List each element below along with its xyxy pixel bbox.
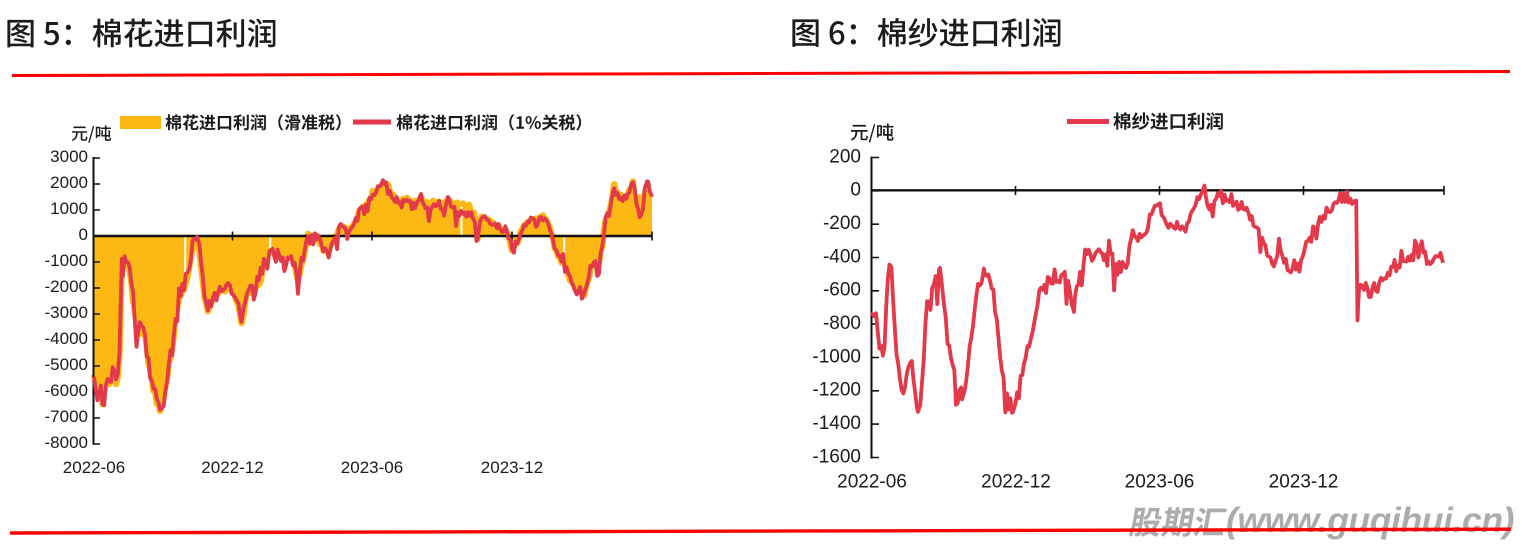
svg-text:-200: -200 bbox=[823, 213, 861, 234]
svg-text:-2000: -2000 bbox=[45, 277, 88, 296]
svg-text:-6000: -6000 bbox=[45, 381, 88, 400]
svg-text:-5000: -5000 bbox=[45, 355, 88, 374]
svg-text:-8000: -8000 bbox=[45, 433, 88, 452]
svg-text:-3000: -3000 bbox=[45, 303, 88, 322]
svg-text:-1400: -1400 bbox=[812, 413, 861, 434]
svg-text:0: 0 bbox=[850, 180, 861, 201]
svg-text:2022-06: 2022-06 bbox=[837, 472, 907, 493]
svg-text:-1200: -1200 bbox=[812, 380, 861, 401]
svg-text:1000: 1000 bbox=[50, 199, 88, 218]
svg-text:200: 200 bbox=[829, 146, 861, 167]
svg-text:-600: -600 bbox=[823, 280, 861, 301]
svg-text:-4000: -4000 bbox=[45, 329, 88, 348]
svg-text:-1000: -1000 bbox=[45, 251, 88, 270]
svg-text:-1000: -1000 bbox=[812, 346, 861, 367]
svg-text:2000: 2000 bbox=[50, 173, 88, 192]
svg-text:2022-06: 2022-06 bbox=[63, 458, 125, 477]
svg-text:2023-12: 2023-12 bbox=[481, 458, 543, 477]
svg-text:2022-12: 2022-12 bbox=[981, 472, 1051, 493]
svg-text:-800: -800 bbox=[823, 313, 861, 334]
svg-text:2023-12: 2023-12 bbox=[1269, 472, 1339, 493]
svg-text:0: 0 bbox=[79, 225, 88, 244]
svg-text:2022-12: 2022-12 bbox=[201, 458, 263, 477]
svg-text:-7000: -7000 bbox=[45, 407, 88, 426]
svg-text:2023-06: 2023-06 bbox=[341, 458, 403, 477]
svg-text:2023-06: 2023-06 bbox=[1125, 472, 1195, 493]
svg-text:(www.guqihui.cn): (www.guqihui.cn) bbox=[1226, 500, 1514, 540]
svg-text:-1600: -1600 bbox=[812, 446, 861, 467]
svg-text:3000: 3000 bbox=[50, 147, 88, 166]
svg-text:-400: -400 bbox=[823, 246, 861, 267]
